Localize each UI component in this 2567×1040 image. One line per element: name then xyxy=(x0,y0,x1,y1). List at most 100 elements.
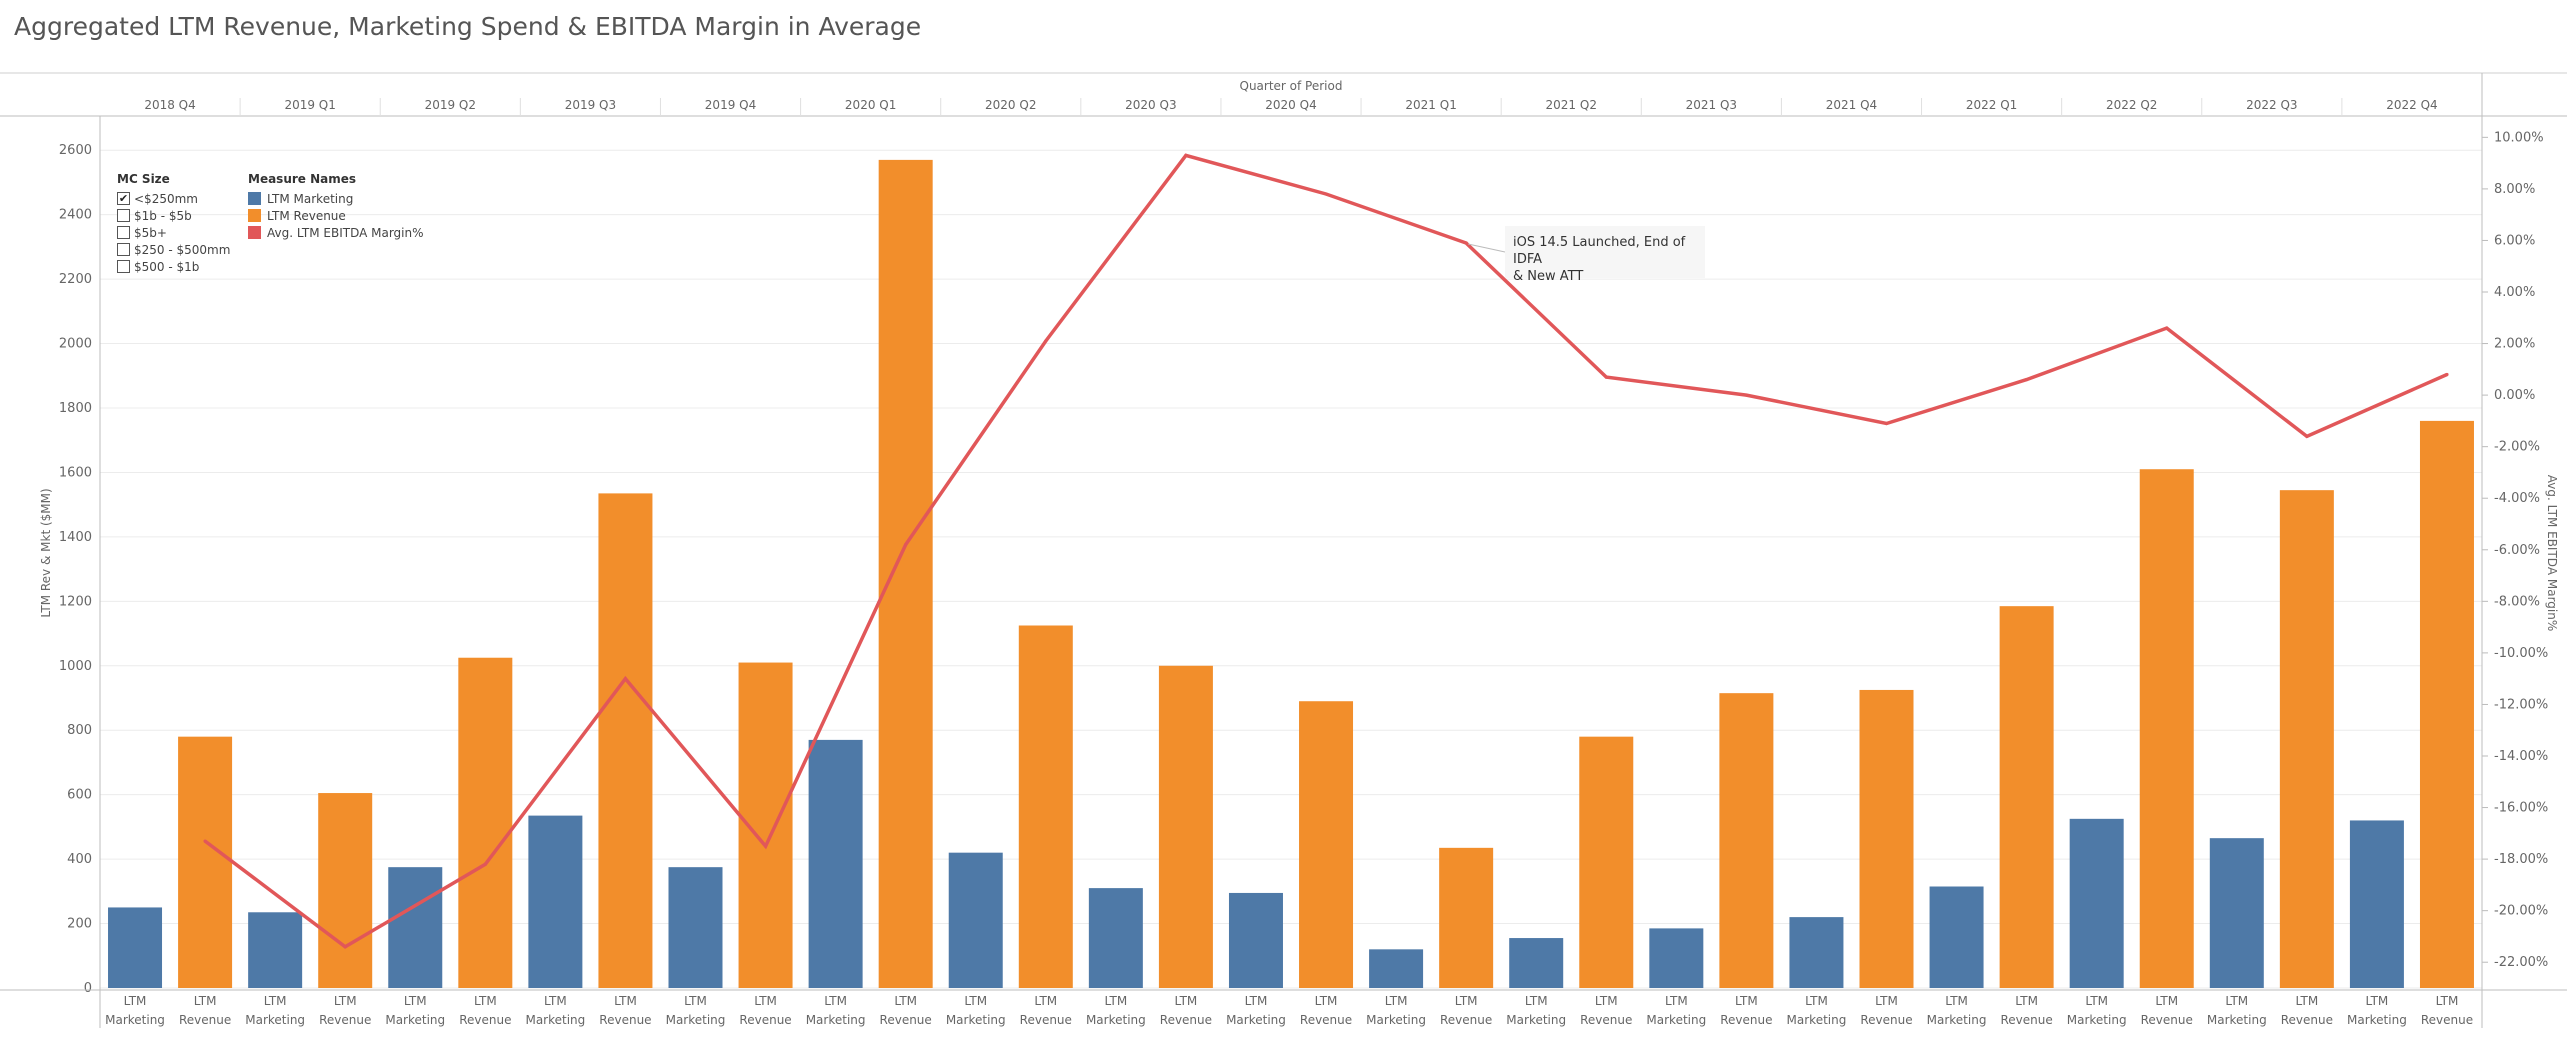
legend-swatch xyxy=(248,226,261,239)
y2-tick-label: 6.00% xyxy=(2494,233,2535,248)
x-sub-label-1: LTM xyxy=(824,994,847,1008)
bar-marketing xyxy=(2349,820,2404,988)
y-tick-label: 1200 xyxy=(59,594,92,609)
x-sub-label-2: Revenue xyxy=(1300,1013,1352,1027)
mc-size-option-label: <$250mm xyxy=(134,191,198,206)
margin-point xyxy=(203,839,207,843)
x-sub-label-1: LTM xyxy=(194,994,217,1008)
bar-revenue xyxy=(318,793,373,988)
quarter-label: 2022 Q4 xyxy=(2386,98,2437,112)
x-sub-label-1: LTM xyxy=(1735,994,1758,1008)
quarter-label: 2022 Q1 xyxy=(1966,98,2017,112)
quarter-label: 2022 Q3 xyxy=(2246,98,2297,112)
margin-point xyxy=(1324,192,1328,196)
mc-size-filter: MC Size ✔ <$250mm $1b - $5b $5b+ $250 - $500… xyxy=(117,172,230,275)
y-tick-label: 0 xyxy=(84,981,92,996)
quarter-label: 2019 Q2 xyxy=(425,98,476,112)
mc-size-option[interactable]: $250 - $500mm xyxy=(117,241,230,258)
x-sub-label-1: LTM xyxy=(1315,994,1338,1008)
bar-marketing xyxy=(1509,938,1564,988)
bar-marketing xyxy=(2069,818,2124,988)
x-sub-label-1: LTM xyxy=(1595,994,1618,1008)
y2-tick-label: -10.00% xyxy=(2494,646,2548,661)
x-sub-label-1: LTM xyxy=(894,994,917,1008)
x-sub-label-2: Marketing xyxy=(666,1013,726,1027)
bar-marketing xyxy=(948,852,1003,988)
bar-marketing xyxy=(668,867,723,988)
quarter-label: 2019 Q4 xyxy=(705,98,756,112)
bar-marketing xyxy=(388,867,443,988)
mc-size-option-label: $5b+ xyxy=(134,225,167,240)
bar-revenue xyxy=(178,736,233,988)
y2-tick-label: 2.00% xyxy=(2494,337,2535,352)
x-sub-label-1: LTM xyxy=(2155,994,2178,1008)
bar-revenue xyxy=(878,159,933,988)
quarter-label: 2019 Q3 xyxy=(565,98,616,112)
x-sub-label-1: LTM xyxy=(1805,994,1828,1008)
bar-marketing xyxy=(808,739,863,988)
x-sub-label-2: Revenue xyxy=(880,1013,932,1027)
bar-marketing xyxy=(1369,949,1424,988)
x-sub-label-1: LTM xyxy=(684,994,707,1008)
checkbox-icon[interactable] xyxy=(117,260,130,273)
measure-legend-item[interactable]: LTM Revenue xyxy=(248,207,424,224)
quarter-label: 2018 Q4 xyxy=(144,98,195,112)
margin-point xyxy=(1044,339,1048,343)
quarter-label: 2020 Q3 xyxy=(1125,98,1176,112)
x-sub-label-1: LTM xyxy=(1104,994,1127,1008)
bar-revenue xyxy=(1999,606,2054,988)
mc-size-option[interactable]: ✔ <$250mm xyxy=(117,190,230,207)
quarter-label: 2021 Q4 xyxy=(1826,98,1877,112)
x-sub-label-2: Revenue xyxy=(2141,1013,2193,1027)
measure-legend-item[interactable]: LTM Marketing xyxy=(248,190,424,207)
y-tick-label: 200 xyxy=(67,917,92,932)
x-sub-label-2: Marketing xyxy=(946,1013,1006,1027)
y2-tick-label: -8.00% xyxy=(2494,594,2540,609)
x-sub-label-2: Revenue xyxy=(2281,1013,2333,1027)
measure-legend-label: Avg. LTM EBITDA Margin% xyxy=(267,225,424,240)
x-sub-label-2: Revenue xyxy=(1720,1013,1772,1027)
checkbox-icon[interactable] xyxy=(117,243,130,256)
quarter-label: 2021 Q1 xyxy=(1405,98,1456,112)
x-sub-label-2: Marketing xyxy=(385,1013,445,1027)
x-sub-label-1: LTM xyxy=(2366,994,2389,1008)
y2-tick-label: -14.00% xyxy=(2494,749,2548,764)
x-sub-label-2: Marketing xyxy=(1787,1013,1847,1027)
x-sub-label-2: Marketing xyxy=(1506,1013,1566,1027)
measure-legend: Measure Names LTM Marketing LTM Revenue Av… xyxy=(248,172,424,241)
bar-marketing xyxy=(248,912,303,988)
bar-revenue xyxy=(2419,420,2474,988)
legend-swatch xyxy=(248,192,261,205)
bar-marketing xyxy=(528,815,583,988)
y-tick-label: 800 xyxy=(67,723,92,738)
x-sub-label-1: LTM xyxy=(1245,994,1268,1008)
x-sub-label-2: Revenue xyxy=(1440,1013,1492,1027)
x-sub-label-2: Revenue xyxy=(179,1013,231,1027)
x-sub-label-1: LTM xyxy=(754,994,777,1008)
checkbox-icon[interactable] xyxy=(117,226,130,239)
checkbox-icon[interactable]: ✔ xyxy=(117,192,130,205)
mc-size-option[interactable]: $5b+ xyxy=(117,224,230,241)
annotation-line-2: & New ATT xyxy=(1513,269,1584,284)
y-tick-label: 1800 xyxy=(59,401,92,416)
x-sub-label-2: Revenue xyxy=(2000,1013,2052,1027)
checkbox-icon[interactable] xyxy=(117,209,130,222)
x-sub-label-2: Marketing xyxy=(1086,1013,1146,1027)
y2-axis-title: Avg. LTM EBITDA Margin% xyxy=(2545,475,2559,632)
mc-size-option-label: $1b - $5b xyxy=(134,208,192,223)
mc-size-option[interactable]: $1b - $5b xyxy=(117,207,230,224)
y2-tick-label: 0.00% xyxy=(2494,388,2535,403)
x-sub-label-2: Marketing xyxy=(1646,1013,1706,1027)
measure-legend-item[interactable]: Avg. LTM EBITDA Margin% xyxy=(248,224,424,241)
margin-point xyxy=(343,945,347,949)
y-tick-label: 2000 xyxy=(59,337,92,352)
mc-size-option[interactable]: $500 - $1b xyxy=(117,258,230,275)
bar-revenue xyxy=(598,493,653,988)
y2-tick-label: -12.00% xyxy=(2494,697,2548,712)
x-sub-label-2: Marketing xyxy=(806,1013,866,1027)
x-sub-label-1: LTM xyxy=(2225,994,2248,1008)
x-sub-label-1: LTM xyxy=(404,994,427,1008)
x-sub-label-2: Revenue xyxy=(1160,1013,1212,1027)
x-sub-label-2: Revenue xyxy=(1020,1013,1072,1027)
bar-revenue xyxy=(1579,736,1634,988)
